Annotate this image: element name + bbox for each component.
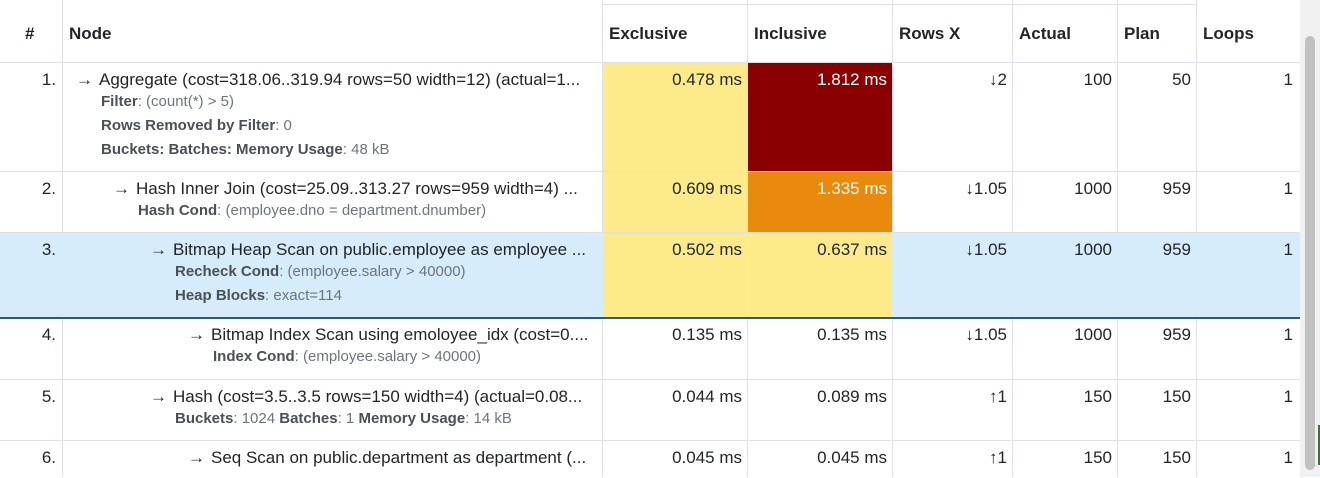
exclusive-value: 0.045 ms xyxy=(672,448,742,467)
arrow-right-icon: → xyxy=(76,70,93,89)
loops-value: 1 xyxy=(1283,387,1293,406)
actual-value: 1000 xyxy=(1074,179,1112,198)
table-row[interactable]: 5. → Hash (cost=3.5..3.5 rows=150 width=4… xyxy=(0,379,1300,441)
node-detail: Buckets: Batches: Memory Usage: 48 kB xyxy=(101,141,390,158)
header-actual[interactable]: Actual xyxy=(1019,24,1071,43)
table-row-selected[interactable]: 3. → Bitmap Heap Scan on public.employee … xyxy=(0,232,1300,319)
rows-x-value: ↓2 xyxy=(989,70,1007,89)
node-detail: Heap Blocks: exact=114 xyxy=(175,287,342,304)
arrow-right-icon: → xyxy=(188,448,205,467)
arrow-right-icon: → xyxy=(150,387,167,406)
node-title: Hash (cost=3.5..3.5 rows=150 width=4) (a… xyxy=(173,387,583,406)
header-rows-x[interactable]: Rows X xyxy=(899,24,961,43)
node-title: Hash Inner Join (cost=25.09..313.27 rows… xyxy=(136,179,578,198)
table-header: # Node Exclusive Inclusive Rows X Actual… xyxy=(0,5,1300,62)
table-row[interactable]: 2. → Hash Inner Join (cost=25.09..313.27 … xyxy=(0,171,1300,233)
actual-value: 150 xyxy=(1083,387,1112,406)
arrow-right-icon: → xyxy=(150,240,167,259)
plan-value: 150 xyxy=(1162,387,1191,406)
actual-value: 100 xyxy=(1083,70,1112,89)
row-number: 3. xyxy=(41,240,56,259)
actual-value: 1000 xyxy=(1074,325,1112,344)
header-exclusive[interactable]: Exclusive xyxy=(609,24,688,43)
inclusive-value: 0.045 ms xyxy=(817,448,887,467)
row-number: 4. xyxy=(41,325,56,344)
node-detail: Filter: (count(*) > 5) xyxy=(101,93,234,110)
node-title: Seq Scan on public.department as departm… xyxy=(211,448,587,467)
plan-value: 959 xyxy=(1162,179,1191,198)
header-group-border xyxy=(602,4,1196,5)
actual-value: 150 xyxy=(1083,448,1112,467)
node-title: Aggregate (cost=318.06..319.94 rows=50 w… xyxy=(99,70,581,89)
exclusive-value: 0.609 ms xyxy=(672,179,742,198)
table-row[interactable]: 6. → Seq Scan on public.department as dep… xyxy=(0,440,1300,478)
node-cell[interactable]: → Bitmap Index Scan using emoloyee_idx (c… xyxy=(188,325,589,369)
rows-x-value: ↓1.05 xyxy=(965,179,1007,198)
row-number: 2. xyxy=(41,179,56,198)
inclusive-value: 0.637 ms xyxy=(817,240,887,259)
exclusive-value: 0.044 ms xyxy=(672,387,742,406)
loops-value: 1 xyxy=(1283,179,1293,198)
row-number: 6. xyxy=(41,448,56,467)
node-cell[interactable]: → Seq Scan on public.department as depart… xyxy=(188,448,586,468)
loops-value: 1 xyxy=(1283,448,1293,467)
inclusive-value: 0.089 ms xyxy=(817,387,887,406)
exclusive-cell xyxy=(603,63,747,172)
node-title: Bitmap Heap Scan on public.employee as e… xyxy=(173,240,586,259)
header-node[interactable]: Node xyxy=(69,24,112,43)
exclusive-value: 0.135 ms xyxy=(672,325,742,344)
node-detail: Rows Removed by Filter: 0 xyxy=(101,117,292,134)
rows-x-value: ↑1 xyxy=(989,387,1007,406)
header-inclusive[interactable]: Inclusive xyxy=(754,24,827,43)
inclusive-value: 0.135 ms xyxy=(817,325,887,344)
actual-value: 1000 xyxy=(1074,240,1112,259)
table-row[interactable]: 4. → Bitmap Index Scan using emoloyee_idx… xyxy=(0,318,1300,379)
node-detail: Index Cond: (employee.salary > 40000) xyxy=(213,348,482,365)
row-number: 5. xyxy=(41,387,56,406)
node-detail: Buckets: 1024 Batches: 1 Memory Usage: 1… xyxy=(175,410,512,427)
inclusive-value: 1.812 ms xyxy=(817,70,887,89)
rows-x-value: ↓1.05 xyxy=(965,240,1007,259)
exclusive-value: 0.478 ms xyxy=(672,70,742,89)
plan-value: 959 xyxy=(1162,325,1191,344)
plan-value: 150 xyxy=(1162,448,1191,467)
loops-value: 1 xyxy=(1283,240,1293,259)
header-loops[interactable]: Loops xyxy=(1203,24,1254,43)
node-detail: Recheck Cond: (employee.salary > 40000) xyxy=(175,263,466,280)
header-plan[interactable]: Plan xyxy=(1124,24,1160,43)
arrow-right-icon: → xyxy=(188,325,205,344)
node-cell[interactable]: → Aggregate (cost=318.06..319.94 rows=50 … xyxy=(76,70,580,162)
node-cell[interactable]: → Bitmap Heap Scan on public.employee as … xyxy=(150,240,586,308)
row-number: 1. xyxy=(41,70,56,89)
loops-value: 1 xyxy=(1283,325,1293,344)
plan-value: 959 xyxy=(1162,240,1191,259)
side-indicator xyxy=(1318,425,1320,465)
rows-x-value: ↓1.05 xyxy=(965,325,1007,344)
node-cell[interactable]: → Hash Inner Join (cost=25.09..313.27 row… xyxy=(113,179,578,223)
inclusive-cell xyxy=(748,233,892,317)
inclusive-value: 1.335 ms xyxy=(817,179,887,198)
node-detail: Hash Cond: (employee.dno = department.dn… xyxy=(138,202,487,219)
scrollbar-thumb[interactable] xyxy=(1305,36,1315,470)
rows-x-value: ↑1 xyxy=(989,448,1007,467)
loops-value: 1 xyxy=(1283,70,1293,89)
inclusive-cell xyxy=(748,172,892,233)
table-row[interactable]: 1. → Aggregate (cost=318.06..319.94 rows=… xyxy=(0,62,1300,172)
header-num[interactable]: # xyxy=(25,24,35,43)
exclusive-cell xyxy=(603,172,747,233)
node-title: Bitmap Index Scan using emoloyee_idx (co… xyxy=(211,325,589,344)
exclusive-value: 0.502 ms xyxy=(672,240,742,259)
arrow-right-icon: → xyxy=(113,179,130,198)
exclusive-cell xyxy=(603,233,747,317)
inclusive-cell xyxy=(748,63,892,172)
plan-value: 50 xyxy=(1172,70,1191,89)
node-cell[interactable]: → Hash (cost=3.5..3.5 rows=150 width=4) (… xyxy=(150,387,582,431)
